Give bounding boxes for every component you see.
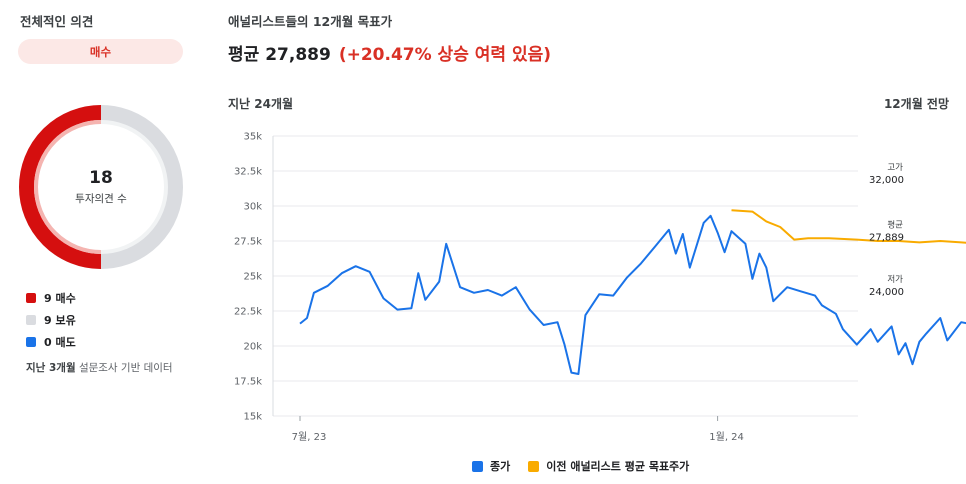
forecast-low-caption: 저가	[887, 275, 903, 285]
sell-swatch-icon	[26, 337, 36, 347]
donut-buy-arc	[19, 105, 102, 269]
total-rating-count: 18	[89, 168, 113, 188]
price-target-summary: 평균 27,889 (+20.47% 상승 여력 있음)	[228, 40, 551, 65]
y-tick-label: 20k	[243, 342, 262, 353]
chart-labels: 15k 17.5k 20k 22.5k 25k 27.5k 30k 32.5k 35k 7월, 2…	[234, 132, 904, 444]
prev-target-swatch-icon	[528, 460, 540, 472]
forecast-avg-value: 27,889	[869, 233, 904, 244]
average-target-price: 평균 27,889	[228, 45, 331, 65]
rating-donut-chart	[19, 105, 183, 269]
footnote-text: 설문조사 기반 데이터	[75, 362, 173, 374]
forecast-panel: 애널리스트들의 12개월 목표가 평균 27,889 (+20.47% 상승 여력…	[228, 0, 966, 484]
forecast-avg-caption: 평균	[887, 220, 903, 231]
legend-item-buy: 9 매수	[26, 287, 76, 309]
y-tick-label: 15k	[243, 412, 262, 423]
y-tick-label: 32.5k	[234, 167, 262, 178]
past-period-label: 지난 24개월	[228, 97, 294, 111]
y-tick-label: 22.5k	[234, 307, 262, 318]
survey-footnote: 지난 3개월 설문조사 기반 데이터	[26, 360, 173, 375]
close-price-swatch-icon	[472, 460, 483, 472]
forecast-period-label: 12개월 전망	[883, 97, 949, 111]
series-lines	[299, 209, 966, 375]
forecast-high-caption: 고가	[887, 163, 903, 173]
x-tick-label: 7월, 23	[292, 431, 327, 443]
total-rating-label: 투자의견 수	[75, 193, 127, 205]
forecast-high-value: 32,000	[869, 175, 904, 186]
chart-grid	[272, 135, 858, 421]
legend-hold-label: 9 보유	[44, 314, 76, 327]
y-tick-label: 25k	[243, 272, 262, 283]
upside-percentage: (+20.47% 상승 여력 있음)	[338, 45, 551, 65]
hold-swatch-icon	[26, 315, 36, 325]
forecast-low-value: 24,000	[869, 287, 904, 298]
consensus-verdict-badge: 매수	[18, 39, 183, 64]
legend-close-price: 종가	[490, 460, 511, 473]
buy-swatch-icon	[26, 293, 36, 303]
y-tick-label: 27.5k	[234, 237, 262, 248]
close-price-line	[299, 214, 966, 375]
y-tick-label: 30k	[243, 202, 262, 213]
consensus-title: 전체적인 의견	[20, 14, 94, 29]
consensus-panel: 전체적인 의견 매수 18 투자의견 수 9 매수 9 보유 0 매도 지난 3…	[18, 0, 186, 484]
legend-sell-label: 0 매도	[44, 336, 76, 349]
y-tick-label: 35k	[243, 132, 262, 143]
chart-legend: 종가 이전 애널리스트 평균 목표주가	[472, 458, 689, 474]
donut-center: 18 투자의견 수	[18, 104, 184, 270]
y-tick-label: 17.5k	[234, 377, 262, 388]
legend-item-hold: 9 보유	[26, 309, 76, 331]
legend-buy-label: 9 매수	[44, 292, 76, 305]
forecast-title: 애널리스트들의 12개월 목표가	[228, 14, 393, 29]
legend-prev-target: 이전 애널리스트 평균 목표주가	[546, 460, 690, 473]
donut-inner-ring-buy	[34, 120, 102, 254]
footnote-period: 지난 3개월	[26, 362, 76, 374]
legend-item-sell: 0 매도	[26, 331, 76, 353]
prev-target-line	[731, 209, 966, 244]
x-tick-label: 1월, 24	[709, 431, 744, 443]
rating-legend: 9 매수 9 보유 0 매도	[26, 287, 76, 353]
